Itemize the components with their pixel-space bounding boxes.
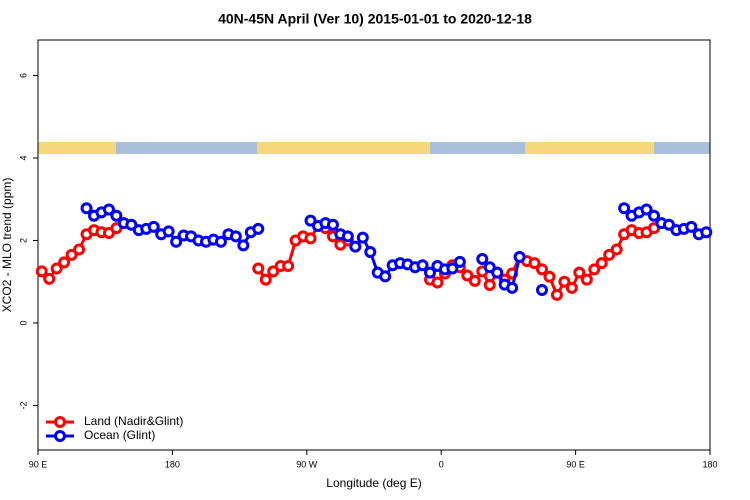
x-tick-label: 180 xyxy=(702,459,717,469)
legend-label: Ocean (Glint) xyxy=(84,428,155,442)
data-point xyxy=(565,281,578,294)
x-axis-label: Longitude (deg E) xyxy=(326,476,421,490)
data-point xyxy=(282,260,295,273)
data-point xyxy=(416,259,429,272)
data-point xyxy=(237,239,250,252)
data-point xyxy=(468,274,481,287)
data-point xyxy=(65,248,78,261)
data-point xyxy=(513,250,526,263)
data-point xyxy=(349,240,362,253)
surface-strip xyxy=(38,142,710,154)
y-axis-label: XCO2 - MLO trend (ppm) xyxy=(0,178,14,313)
data-point xyxy=(252,262,265,275)
data-point xyxy=(461,269,474,282)
data-point xyxy=(214,235,227,248)
plot-frame xyxy=(37,39,711,451)
chart-title: 40N-45N April (Ver 10) 2015-01-01 to 202… xyxy=(218,11,532,27)
y-tick-label: 6 xyxy=(18,73,28,78)
data-point xyxy=(550,288,563,301)
data-point xyxy=(610,243,623,256)
data-point xyxy=(102,203,115,216)
data-point xyxy=(364,246,377,259)
data-point xyxy=(536,263,548,276)
data-point xyxy=(304,232,317,245)
data-point xyxy=(356,231,369,244)
x-tick-label: 180 xyxy=(165,459,180,469)
data-point xyxy=(640,203,653,216)
data-point xyxy=(543,270,556,283)
data-point xyxy=(476,253,489,266)
data-point xyxy=(595,257,608,270)
data-point xyxy=(267,265,280,278)
data-point xyxy=(424,266,436,279)
data-point xyxy=(573,266,586,279)
data-point xyxy=(162,225,175,238)
data-point xyxy=(252,222,265,235)
data-point xyxy=(558,275,571,288)
data-point xyxy=(528,257,541,270)
data-point xyxy=(341,230,354,243)
y-tick-label: 0 xyxy=(18,320,28,325)
legend-swatch-marker xyxy=(54,430,66,442)
x-tick-label: 0 xyxy=(439,459,444,469)
data-point xyxy=(685,220,698,233)
data-point xyxy=(446,262,459,275)
data-point xyxy=(580,273,593,286)
data-point xyxy=(662,218,675,231)
data-point xyxy=(50,262,63,275)
data-point xyxy=(483,279,496,292)
data-point xyxy=(110,209,123,222)
data-point xyxy=(326,218,339,231)
data-point xyxy=(147,220,160,233)
legend-swatch-marker xyxy=(54,416,66,428)
data-point xyxy=(43,272,56,285)
data-point xyxy=(229,230,242,243)
data-point xyxy=(453,255,466,268)
data-point xyxy=(170,235,183,248)
data-point xyxy=(35,265,48,278)
y-tick-label: -2 xyxy=(18,401,28,409)
data-point xyxy=(700,226,713,239)
data-point xyxy=(125,218,138,231)
data-point xyxy=(536,283,548,296)
x-tick-label: 90 W xyxy=(296,459,318,469)
data-point xyxy=(648,209,660,222)
data-point xyxy=(506,281,519,294)
legend-label: Land (Nadir&Glint) xyxy=(84,414,183,428)
data-point xyxy=(588,263,601,276)
data-point xyxy=(603,248,616,261)
y-tick-label: 2 xyxy=(18,238,28,243)
data-point xyxy=(304,214,317,227)
data-point xyxy=(491,266,504,279)
data-point xyxy=(259,273,272,286)
data-point xyxy=(58,256,71,269)
data-point xyxy=(483,261,496,274)
data-point xyxy=(431,276,444,289)
x-tick-label: 90 E xyxy=(566,459,585,469)
x-tick-label: 90 E xyxy=(29,459,48,469)
data-point xyxy=(379,270,392,283)
data-point xyxy=(73,243,86,256)
data-point xyxy=(618,202,631,215)
y-tick-label: 4 xyxy=(18,155,28,160)
data-point xyxy=(80,202,93,215)
